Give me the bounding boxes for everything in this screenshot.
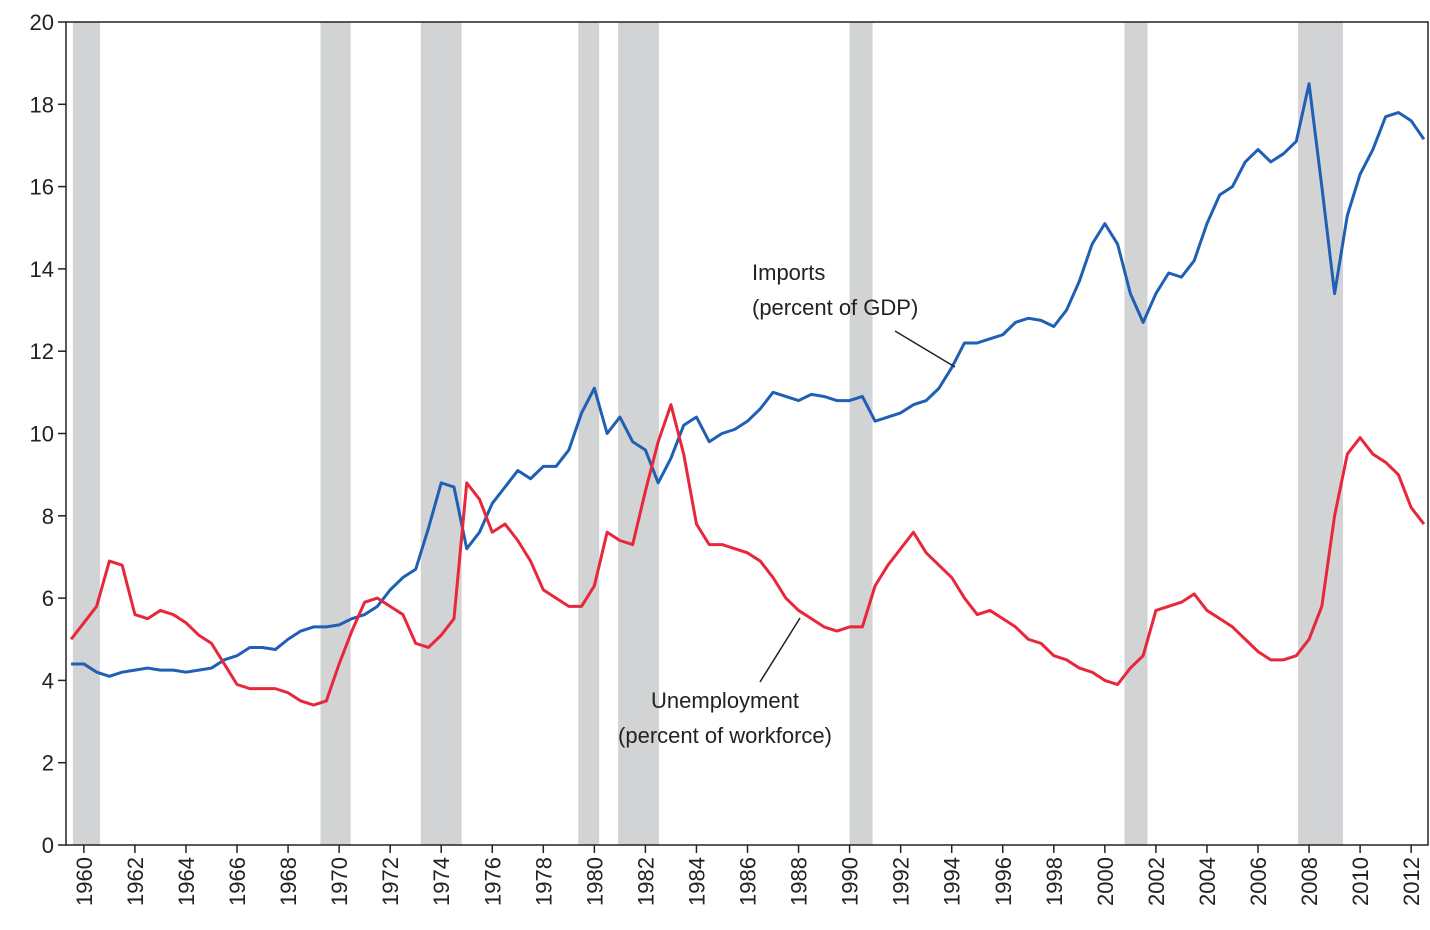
x-tick-label: 1990 [838,857,863,906]
x-tick-label: 2002 [1144,857,1169,906]
y-tick-label: 8 [42,504,54,529]
imports-leader [894,330,956,368]
recession-band [578,22,600,845]
x-tick-label: 2012 [1399,857,1424,906]
x-tick-label: 1998 [1042,857,1067,906]
x-tick-label: 2000 [1093,857,1118,906]
x-tick-label: 1994 [940,857,965,906]
y-tick-label: 0 [42,833,54,858]
unemployment-label: (percent of workforce) [618,723,832,748]
x-tick-label: 1988 [787,857,812,906]
y-tick-label: 16 [30,175,54,200]
x-tick-label: 1982 [633,857,658,906]
x-tick-label: 1968 [276,857,301,906]
x-tick-label: 1996 [991,857,1016,906]
unemployment-leader [759,617,801,683]
y-tick-label: 12 [30,339,54,364]
x-tick-label: 1978 [531,857,556,906]
x-tick-label: 1986 [736,857,761,906]
recession-band [72,22,100,845]
x-tick-label: 1976 [480,857,505,906]
series-line [69,403,1426,707]
x-tick-label: 1962 [123,857,148,906]
y-tick-label: 2 [42,751,54,776]
y-tick-label: 4 [42,668,54,693]
x-tick-label: 1980 [582,857,607,906]
recession-band [618,22,659,845]
series-line [71,82,1426,678]
x-tick-label: 1984 [684,857,709,906]
x-tick-label: 1992 [889,857,914,906]
y-tick-label: 18 [30,92,54,117]
imports-label: (percent of GDP) [752,295,918,320]
recession-band [1298,22,1344,845]
x-tick-label: 1960 [72,857,97,906]
y-tick-label: 14 [30,257,54,282]
unemployment-label: Unemployment [651,688,799,713]
plot-frame [65,21,1429,846]
y-tick-label: 10 [30,422,54,447]
recession-band [1124,22,1148,845]
x-tick-label: 2006 [1246,857,1271,906]
x-tick-label: 1974 [429,857,454,906]
x-tick-label: 1972 [378,857,403,906]
imports-label: Imports [752,260,825,285]
recession-band [420,22,462,845]
y-tick-label: 20 [30,10,54,35]
y-tick-label: 6 [42,586,54,611]
x-tick-label: 2008 [1297,857,1322,906]
x-tick-label: 2004 [1195,857,1220,906]
recession-band [320,22,351,845]
recession-band [849,22,873,845]
x-tick-label: 1970 [327,857,352,906]
x-tick-label: 1966 [225,857,250,906]
x-tick-label: 1964 [174,857,199,906]
x-tick-label: 2010 [1348,857,1373,906]
